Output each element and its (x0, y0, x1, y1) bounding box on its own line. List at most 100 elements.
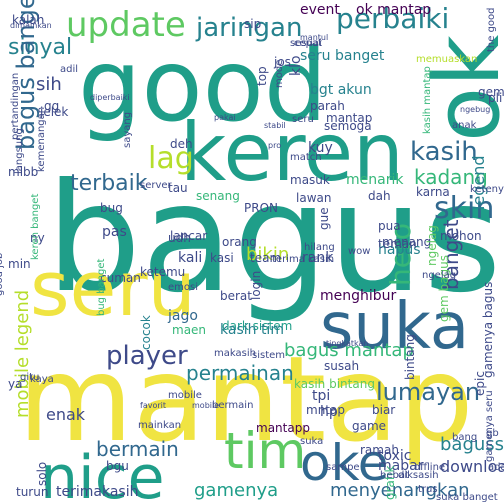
word-server: server (140, 180, 173, 191)
word-ny: ny (30, 231, 45, 245)
word-semoga: semoga (324, 119, 372, 133)
word-jelek: jelek (39, 105, 68, 119)
word-grafik: grafik (383, 466, 397, 500)
word-mlbb: mlbb (8, 165, 38, 179)
word-suka-banget: suka banget (436, 492, 498, 503)
word-bug-banget: bug banget (96, 258, 107, 316)
word-seru: seru (30, 244, 196, 333)
word-trus: trus (418, 484, 438, 495)
word-min: min (8, 257, 31, 271)
word-mantapp: mantapp (256, 421, 310, 435)
word-bintang: bintang (403, 334, 417, 380)
word-top: top (255, 66, 269, 86)
word-cocok: cocok (139, 315, 153, 350)
word-hilang: hilang (304, 242, 335, 253)
word-mobile: mobile (192, 401, 219, 410)
word-bermain: bermain (212, 400, 253, 411)
word-kuy: kuy (308, 140, 333, 156)
word-ok-mantap: ok mantap (356, 2, 431, 18)
word-kali: kali (178, 250, 202, 266)
word-download: download (440, 457, 504, 476)
word-bikin: bikin (246, 244, 289, 265)
word-ngelag: ngelag (425, 225, 439, 266)
word-tim: tim (224, 422, 306, 480)
word-susah: susah (324, 359, 359, 373)
word-gitu: gitu (20, 372, 39, 383)
word-mabar: mabar (378, 458, 424, 474)
word-menghibur: menghibur (320, 288, 397, 304)
word-dark-sistem: dark sistem (222, 319, 292, 333)
word-kadang: kadang (414, 165, 488, 189)
word-gamenya-seru: gamenya seru (484, 390, 495, 462)
word-ngebug: ngebug (460, 105, 490, 114)
word-sih: sih (36, 74, 62, 95)
word-udh: udh (168, 231, 191, 245)
word-hebat: hebat (380, 470, 409, 481)
word-bug: bug (100, 201, 123, 215)
word-mode: mode (274, 60, 285, 88)
word-terimakasih: terimakasih (56, 484, 138, 500)
word-sistem: sistem (252, 350, 285, 361)
word-orang: orang (222, 235, 257, 249)
word-jos: jos (273, 55, 291, 69)
word-update: update (66, 5, 186, 45)
word-terima-kasih: terima kasih (272, 254, 334, 265)
word-kasih: kasih (410, 137, 478, 167)
word-pertandingan: pertandingan (10, 73, 21, 140)
word-kasih-mantap: kasih mantap (422, 66, 433, 134)
word-lawan: lawan (296, 191, 331, 205)
word-cuman: cuman (100, 271, 141, 285)
word-bagus-mantap: bagus mantap (284, 340, 414, 361)
word-gb: gb (486, 428, 499, 439)
word-diperbaiki: diperbaiki (90, 93, 130, 102)
word-gg: gg (44, 99, 59, 113)
word-lancar: lancar (170, 229, 207, 243)
word-oke: oke (300, 434, 389, 492)
word-sampe: sampe (326, 462, 360, 473)
word-bagus-banget: bagus banget (12, 0, 40, 150)
word-bgu: bgu (106, 459, 129, 473)
word-ok: ok (415, 35, 504, 142)
word-biar: biar (372, 403, 395, 417)
word-seru: seru (292, 114, 314, 125)
word-epic: epic (473, 371, 487, 396)
word-pua: pua (378, 219, 401, 233)
word-anak: anak (452, 120, 477, 131)
word-match: match (290, 152, 322, 163)
word-bagusss: bagusss (440, 434, 504, 455)
word-suka: suka (320, 290, 469, 364)
word-parah: parah (310, 99, 345, 113)
word-teman: teman (378, 237, 417, 251)
word-kasi: kasi (210, 251, 234, 265)
word-karna: karna (416, 185, 450, 199)
word-hero: hero (384, 223, 417, 286)
word-lag: lag (148, 141, 194, 176)
word-sinyal: sinyal (8, 35, 72, 60)
word-the-good: the good (486, 7, 497, 52)
word-mohon: mohon (440, 229, 482, 243)
word-gem-bagus: gem bagus (437, 255, 451, 322)
word-terbaik: terbaik (70, 171, 148, 196)
word-mobile: mobile (168, 390, 202, 401)
word-stabil: stabil (264, 121, 286, 130)
word-diksasih: diksasih (398, 470, 439, 481)
word-event: event (300, 2, 340, 18)
word-offline: offline (414, 462, 445, 473)
word-tpi: tpi (312, 388, 330, 404)
word-kemenangan: kemenangan (36, 107, 47, 172)
word-favorit: favorit (140, 401, 166, 410)
word-keren: keren (180, 106, 404, 199)
word-game: game (352, 419, 386, 433)
word-solo: solo (35, 462, 49, 486)
word-ramah: ramah (360, 443, 399, 457)
word-kalah: kalah (12, 13, 44, 27)
word-dah: dah (368, 189, 391, 203)
word-nice: nice (40, 443, 165, 504)
word-cepat: cepat (294, 38, 322, 49)
word-team: team (250, 251, 281, 265)
word-gem: gem (478, 85, 504, 99)
word-dimainkan: dimainkan (10, 21, 52, 30)
word-login: login (249, 271, 263, 300)
word-permainan: permainan (186, 361, 294, 385)
